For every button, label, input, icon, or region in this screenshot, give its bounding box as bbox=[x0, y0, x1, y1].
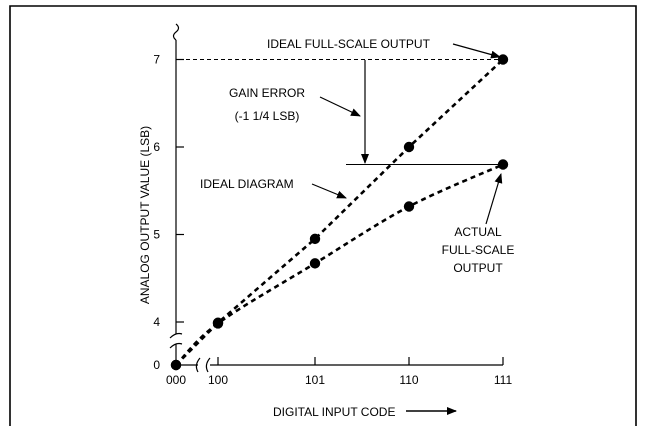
series-line-0 bbox=[175, 58, 504, 366]
series-1-point-100 bbox=[212, 318, 224, 329]
y-tick-label-0: 0 bbox=[153, 358, 160, 372]
series-0-point-110 bbox=[403, 141, 415, 153]
x-tick-label-100: 100 bbox=[208, 373, 228, 387]
series-1-point-000 bbox=[170, 359, 182, 371]
actual-arrow bbox=[485, 173, 503, 225]
y-axis-top-squiggle bbox=[172, 23, 180, 41]
y-axis-break-symbol bbox=[169, 332, 183, 349]
series-1-point-111 bbox=[497, 159, 509, 170]
x-tick-label-101: 101 bbox=[305, 373, 325, 387]
x-axis-break-symbol bbox=[195, 357, 211, 373]
axis-ticks bbox=[176, 58, 504, 365]
y-tick-label-4: 4 bbox=[153, 315, 160, 329]
ideal-full-scale-arrow bbox=[452, 43, 501, 59]
series-1-point-101 bbox=[309, 258, 321, 269]
gain-error-value: (-1 1/4 LSB) bbox=[235, 109, 300, 123]
actual-label-line3: OUTPUT bbox=[453, 261, 503, 275]
x-tick-label-110: 110 bbox=[399, 373, 418, 387]
y-tick-label-6: 6 bbox=[153, 140, 160, 154]
x-tick-label-111: 111 bbox=[494, 373, 513, 387]
figure-frame bbox=[9, 5, 637, 426]
series-1-point-110 bbox=[403, 201, 415, 212]
ideal-diagram-label: IDEAL DIAGRAM bbox=[200, 177, 294, 191]
y-tick-label-5: 5 bbox=[153, 228, 160, 242]
ideal-full-scale-label: IDEAL FULL-SCALE OUTPUT bbox=[267, 37, 431, 51]
actual-label-line1: ACTUAL bbox=[454, 225, 502, 239]
series-0-point-101 bbox=[309, 233, 321, 245]
gain-error-label: GAIN ERROR bbox=[229, 86, 305, 100]
x-tick-label-000: 000 bbox=[166, 373, 186, 387]
gain-error-pointer bbox=[319, 96, 361, 117]
y-axis-title: ANALOG OUTPUT VALUE (LSB) bbox=[138, 126, 152, 304]
x-axis-title: DIGITAL INPUT CODE bbox=[273, 405, 395, 419]
actual-label-line2: FULL-SCALE bbox=[442, 243, 515, 257]
y-tick-label-7: 7 bbox=[153, 53, 160, 67]
axis-tick-labels: 000 100 101 110 111 0 4 5 6 7 bbox=[153, 53, 512, 388]
ideal-diagram-arrow bbox=[311, 183, 347, 199]
series-0-point-111 bbox=[497, 54, 509, 65]
series-layer bbox=[170, 54, 509, 371]
